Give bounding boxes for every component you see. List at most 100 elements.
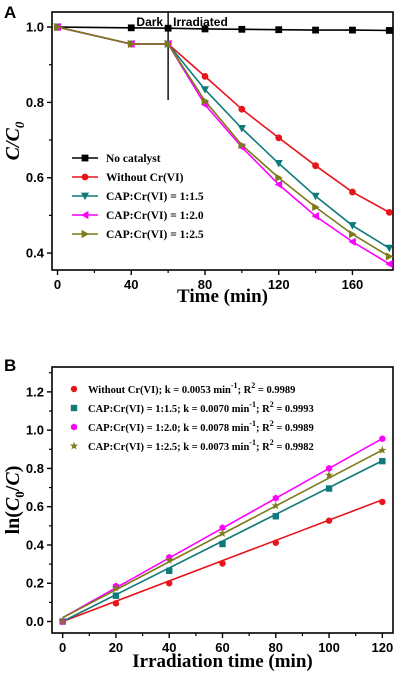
data-point: [201, 25, 209, 33]
legend-label: CAP:Cr(VI) = 1:1.5; k = 0.0070 min-1; R2…: [88, 400, 314, 415]
legend-marker: [69, 441, 79, 450]
x-axis-label: Time (min): [177, 286, 268, 307]
x-tick-label: 0: [54, 277, 61, 292]
data-point: [238, 25, 246, 33]
data-point: [238, 105, 246, 113]
panel-b: 0 20 40 60 80 100 120 0.0 0.2 0.4 0.6 0.8 1.0 1.2 Irra…: [2, 366, 394, 672]
data-point: [275, 134, 283, 142]
y-tick-label: 1.0: [26, 20, 44, 35]
y-tick-label: 1.0: [26, 423, 44, 438]
legend-label: CAP:Cr(VI) = 1:1.5: [106, 191, 204, 203]
data-point: [237, 124, 246, 133]
data-point: [275, 26, 283, 34]
data-point: [201, 96, 210, 105]
data-point: [271, 501, 280, 510]
legend-marker: [81, 154, 89, 162]
panel-label-b: B: [4, 356, 16, 375]
y-tick-label: 0.8: [26, 461, 44, 476]
legend-label: Without Cr(VI): [106, 172, 184, 184]
y-tick-label: 0.0: [26, 614, 44, 629]
data-point: [165, 555, 174, 564]
data-point: [166, 580, 173, 587]
data-point: [58, 617, 67, 626]
data-point: [272, 494, 279, 502]
x-tick-label: 100: [318, 640, 340, 655]
x-tick-label: 0: [59, 640, 66, 655]
x-tick-label: 40: [162, 640, 176, 655]
legend-marker: [80, 192, 90, 201]
legend-label: CAP:Cr(VI) = 1:2.0; k = 0.0078 min-1; R2…: [88, 419, 314, 434]
data-point: [312, 203, 320, 212]
legend-label: No catalyst: [106, 153, 161, 165]
data-point: [164, 39, 173, 49]
x-tick-label: 60: [215, 640, 229, 655]
data-point: [127, 24, 135, 32]
data-point: [325, 485, 333, 492]
data-point: [275, 173, 283, 182]
x-tick-label: 20: [109, 640, 123, 655]
plot-frame: [51, 11, 394, 271]
x-tick-label: 40: [124, 277, 138, 292]
series-line: [57, 26, 390, 214]
legend-label: CAP:Cr(VI) = 1:2.5; k = 0.0073 min-1; R2…: [88, 438, 314, 453]
data-point: [349, 26, 356, 34]
data-point: [127, 39, 136, 49]
data-point: [219, 560, 226, 567]
data-point: [325, 517, 333, 524]
data-point: [348, 237, 356, 246]
data-point: [218, 529, 227, 537]
data-point: [54, 22, 62, 32]
legend-marker: [70, 385, 78, 393]
data-point: [311, 212, 319, 221]
x-tick-label: 120: [371, 640, 393, 655]
series-line: [57, 26, 390, 258]
x-tick-label: 80: [269, 640, 283, 655]
legend-label: Without Cr(VI); k = 0.0053 min-1; R2 = 0…: [88, 381, 295, 396]
panel-a: 0 40 80 120 160 0.4 0.6 0.8 1.0 Time (min) C/C0 Dar…: [2, 11, 394, 307]
data-point: [312, 162, 319, 170]
data-point: [219, 524, 226, 532]
data-point: [349, 188, 356, 196]
x-tick-label: 80: [198, 277, 212, 292]
data-point: [379, 498, 386, 506]
data-point: [201, 73, 209, 80]
y-tick-label: 1.2: [26, 384, 44, 399]
data-point: [385, 259, 393, 269]
y-tick-label: 0.4: [26, 537, 45, 552]
y-tick-label: 0.6: [26, 499, 44, 514]
data-point: [238, 140, 246, 150]
legend-marker: [80, 210, 89, 220]
data-point: [200, 86, 210, 94]
data-point: [385, 208, 393, 216]
legend-label: CAP:Cr(VI) = 1:2.0: [106, 210, 204, 222]
data-point: [311, 192, 320, 201]
data-point: [112, 600, 120, 607]
x-tick-label: 120: [268, 277, 290, 292]
data-point: [166, 567, 173, 575]
legend-marker: [81, 173, 89, 181]
legend-marker: [70, 423, 78, 431]
data-point: [112, 592, 120, 599]
y-tick-label: 0.4: [26, 246, 45, 261]
data-point: [274, 160, 283, 168]
legend-label: CAP:Cr(VI) = 1:2.5: [106, 229, 204, 241]
y-tick-label: 0.6: [26, 170, 44, 185]
data-point: [272, 539, 279, 546]
dark-label: Dark: [136, 15, 163, 29]
y-axis-label: ln(C0/C): [2, 466, 27, 535]
data-point: [274, 180, 283, 189]
data-point: [324, 470, 334, 479]
x-tick-label: 160: [342, 277, 364, 292]
data-point: [378, 445, 387, 454]
data-point: [379, 435, 386, 443]
data-point: [326, 464, 333, 472]
data-point: [312, 26, 319, 34]
data-point: [272, 513, 279, 520]
legend-marker: [81, 229, 90, 239]
data-point: [111, 583, 121, 592]
data-point: [348, 222, 357, 230]
data-point: [385, 252, 394, 261]
y-tick-label: 0.8: [26, 95, 44, 110]
y-axis-label: C/C0: [2, 121, 27, 160]
